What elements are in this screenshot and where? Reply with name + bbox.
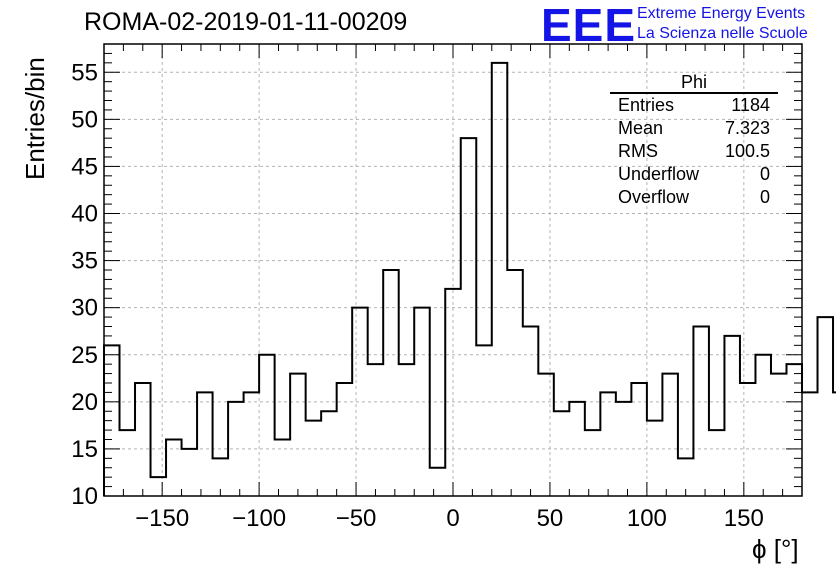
stats-value: 0 [759,187,770,207]
histogram-bin [368,364,384,496]
y-tick-label: 45 [71,153,98,180]
stats-row-overflow: Overflow 0 [610,186,778,209]
histogram-bars [103,61,836,497]
histogram-bin [275,440,291,497]
stats-value: 7.323 [724,118,770,138]
logo-line-2: La Scienza nelle Scuole [637,25,808,42]
x-tick-label: −100 [232,505,286,532]
histogram-bin [321,411,337,496]
histogram-bin [306,421,322,496]
x-tick-label: −150 [135,505,189,532]
x-tick-label: 100 [627,505,667,532]
x-tick-label: 0 [446,505,459,532]
histogram-bin [337,383,353,496]
histogram-bin [430,468,446,496]
histogram-bin [818,317,834,496]
histogram-bin [709,430,725,496]
y-tick-label: 55 [71,59,98,86]
histogram-bin [135,383,151,496]
logo-caption: Extreme Energy Events La Scienza nelle S… [637,4,808,44]
stats-label: RMS [618,141,658,161]
histogram-bin [755,355,771,496]
stats-row-entries: Entries 1184 [610,94,778,117]
stats-label: Overflow [618,187,690,207]
stats-label: Mean [618,118,664,138]
y-tick-label: 25 [71,342,98,369]
histogram-bin [151,477,167,496]
grid [104,44,802,496]
stats-value: 100.5 [724,141,770,161]
y-axis-label: Entries/bin [20,57,50,180]
histogram-bin [569,402,585,496]
histogram-bin [631,383,647,496]
stats-row-rms: RMS 100.5 [610,140,778,163]
histogram-bin [740,383,756,496]
y-tick-label: 15 [71,436,98,463]
histogram-bin [244,392,260,496]
histogram-bin [554,411,570,496]
histogram-outline [103,61,836,496]
histogram-bin [693,327,709,497]
histogram-bin [616,402,632,496]
histogram-bin [647,421,663,496]
histogram-bin [523,327,539,497]
stats-title: Phi [610,72,778,94]
histogram-bin [538,374,554,496]
histogram-bin [492,63,508,496]
histogram-bin [802,392,818,496]
stats-box: Phi Entries 1184 Mean 7.323 RMS 100.5 Un… [610,72,778,209]
logo-line-1: Extreme Energy Events [637,5,806,22]
stats-row-mean: Mean 7.323 [610,117,778,140]
histogram-bin [120,430,136,496]
chart-title: ROMA-02-2019-01-11-00209 [84,8,408,36]
y-tick-label: 30 [71,295,98,322]
histogram-bin [182,449,198,496]
y-tick-label: 35 [71,248,98,275]
histogram-bin [461,138,477,496]
histogram-bin [600,392,616,496]
y-tick-label: 40 [71,201,98,228]
histogram-bin [399,364,415,496]
histogram-bin [585,430,601,496]
x-tick-label: −50 [336,505,377,532]
histogram-bin [166,440,182,497]
x-tick-label: 50 [537,505,564,532]
y-tick-label: 50 [71,106,98,133]
histogram-bin [197,392,213,496]
stats-value: 0 [759,164,770,184]
histogram-bin [662,374,678,496]
stats-row-underflow: Underflow 0 [610,163,778,186]
histogram-bin [383,270,399,496]
stats-label: Entries [618,95,675,115]
stats-label: Underflow [618,164,700,184]
histogram-bin [290,374,306,496]
histogram-bin [724,336,740,496]
histogram-bin [352,308,368,496]
axes: −150 −100 −50 0 50 100 150 10 15 20 25 30 35 40 45 50 55 [71,43,803,532]
histogram-bin [476,345,492,496]
eee-logo: EEE [541,0,637,51]
histogram-bin [259,355,275,496]
histogram-bin [507,270,523,496]
x-tick-label: 150 [724,505,764,532]
stats-value: 1184 [731,95,770,115]
histogram-bin [771,374,787,496]
y-tick-label: 20 [71,389,98,416]
y-tick-label: 10 [71,483,98,510]
x-axis-label: ϕ [°] [752,534,799,564]
